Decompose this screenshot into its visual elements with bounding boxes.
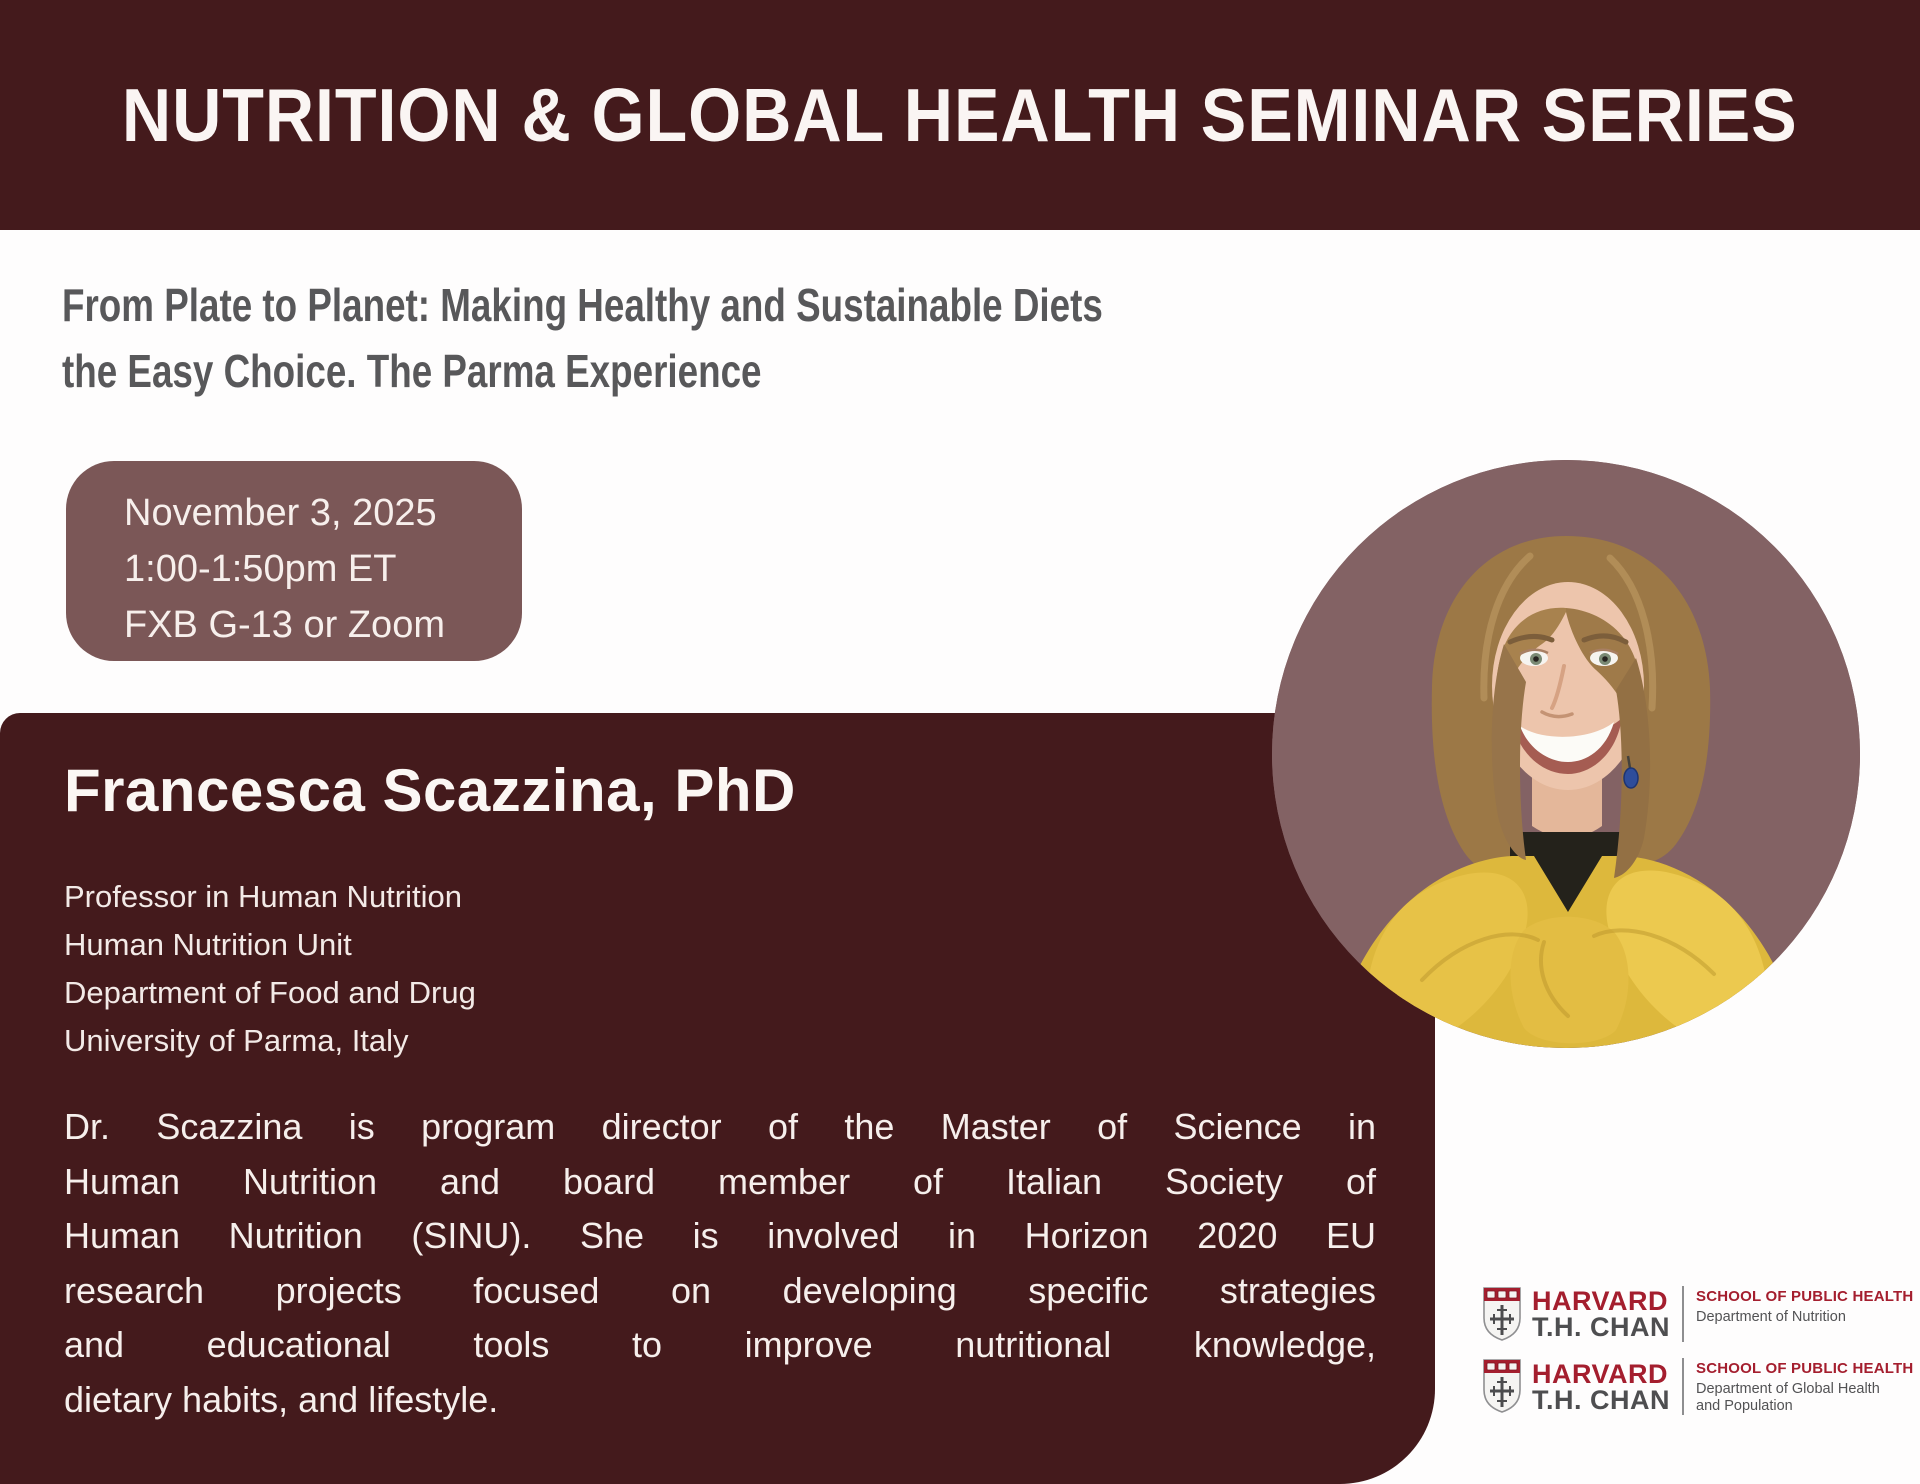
speaker-name: Francesca Scazzina, PhD [64, 757, 796, 824]
harvard-wordmark: HARVARD [1532, 1358, 1669, 1389]
bio-line: and educational tools to improve nutriti… [64, 1324, 1376, 1365]
top-banner: NUTRITION & GLOBAL HEALTH SEMINAR SERIES [0, 0, 1920, 230]
bio-line: Human Nutrition (SINU). She is involved … [64, 1215, 1376, 1256]
speaker-portrait-illustration [1272, 460, 1860, 1048]
school-name: SCHOOL OF PUBLIC HEALTH [1696, 1288, 1914, 1305]
th-chan-wordmark: T.H. CHAN [1532, 1384, 1670, 1415]
speaker-affiliations: Professor in Human Nutrition Human Nutri… [64, 873, 476, 1065]
bio-line: dietary habits, and lifestyle. [64, 1378, 499, 1420]
bio-line: Human Nutrition and board member of Ital… [64, 1160, 1376, 1202]
logo-divider [1682, 1358, 1684, 1415]
harvard-shield-icon [1483, 1287, 1521, 1341]
bio-line: research projects focused on developing … [64, 1269, 1376, 1311]
affiliation-line: University of Parma, Italy [64, 1023, 409, 1058]
event-details-card: November 3, 2025 1:00-1:50pm ET FXB G-13… [66, 461, 522, 661]
department-name: Department of Nutrition [1696, 1309, 1846, 1325]
affiliation-line: Human Nutrition Unit [64, 927, 352, 962]
event-time: 1:00-1:50pm ET [124, 548, 397, 590]
harvard-wordmark: HARVARD [1532, 1286, 1669, 1316]
school-name: SCHOOL OF PUBLIC HEALTH [1696, 1360, 1914, 1377]
series-title: NUTRITION & GLOBAL HEALTH SEMINAR SERIES [122, 73, 1798, 157]
speaker-photo [1272, 460, 1860, 1048]
harvard-chan-nutrition-logo: HARVARD T.H. CHAN SCHOOL OF PUBLIC HEALT… [1482, 1286, 1913, 1342]
logo-divider [1682, 1286, 1684, 1342]
th-chan-wordmark: T.H. CHAN [1532, 1312, 1670, 1342]
event-location: FXB G-13 or Zoom [124, 604, 445, 646]
harvard-shield-icon [1483, 1359, 1521, 1413]
department-name: Department of Global Health [1696, 1381, 1880, 1397]
speaker-panel [0, 713, 1435, 1484]
harvard-chan-global-health-logo: HARVARD T.H. CHAN SCHOOL OF PUBLIC HEALT… [1482, 1358, 1913, 1415]
speaker-bio: Dr. Scazzina is program director of the … [64, 1100, 1376, 1427]
department-name: and Population [1696, 1398, 1793, 1414]
talk-title: From Plate to Planet: Making Healthy and… [62, 272, 1103, 404]
affiliation-line: Professor in Human Nutrition [64, 879, 462, 914]
school-text-block: SCHOOL OF PUBLIC HEALTH Department of Nu… [1696, 1286, 1913, 1342]
bio-line: Dr. Scazzina is program director of the … [64, 1106, 1376, 1147]
school-text-block: SCHOOL OF PUBLIC HEALTH Department of Gl… [1696, 1358, 1913, 1415]
harvard-brand-text: HARVARD T.H. CHAN [1532, 1286, 1670, 1342]
talk-title-line-2: the Easy Choice. The Parma Experience [62, 345, 762, 397]
event-date: November 3, 2025 [124, 492, 437, 534]
harvard-brand-text: HARVARD T.H. CHAN [1532, 1358, 1670, 1415]
talk-title-line-1: From Plate to Planet: Making Healthy and… [62, 279, 1103, 331]
affiliation-line: Department of Food and Drug [64, 975, 476, 1010]
